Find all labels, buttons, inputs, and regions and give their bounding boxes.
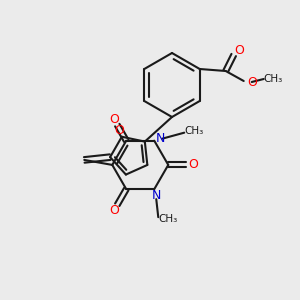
Text: O: O bbox=[234, 44, 244, 56]
Text: O: O bbox=[109, 204, 119, 217]
Text: CH₃: CH₃ bbox=[159, 214, 178, 224]
Text: CH₃: CH₃ bbox=[263, 74, 282, 84]
Text: N: N bbox=[156, 132, 165, 145]
Text: N: N bbox=[152, 189, 161, 202]
Text: CH₃: CH₃ bbox=[184, 126, 204, 136]
Text: O: O bbox=[248, 76, 258, 89]
Text: O: O bbox=[109, 112, 119, 125]
Text: O: O bbox=[114, 124, 124, 137]
Text: O: O bbox=[188, 158, 198, 171]
